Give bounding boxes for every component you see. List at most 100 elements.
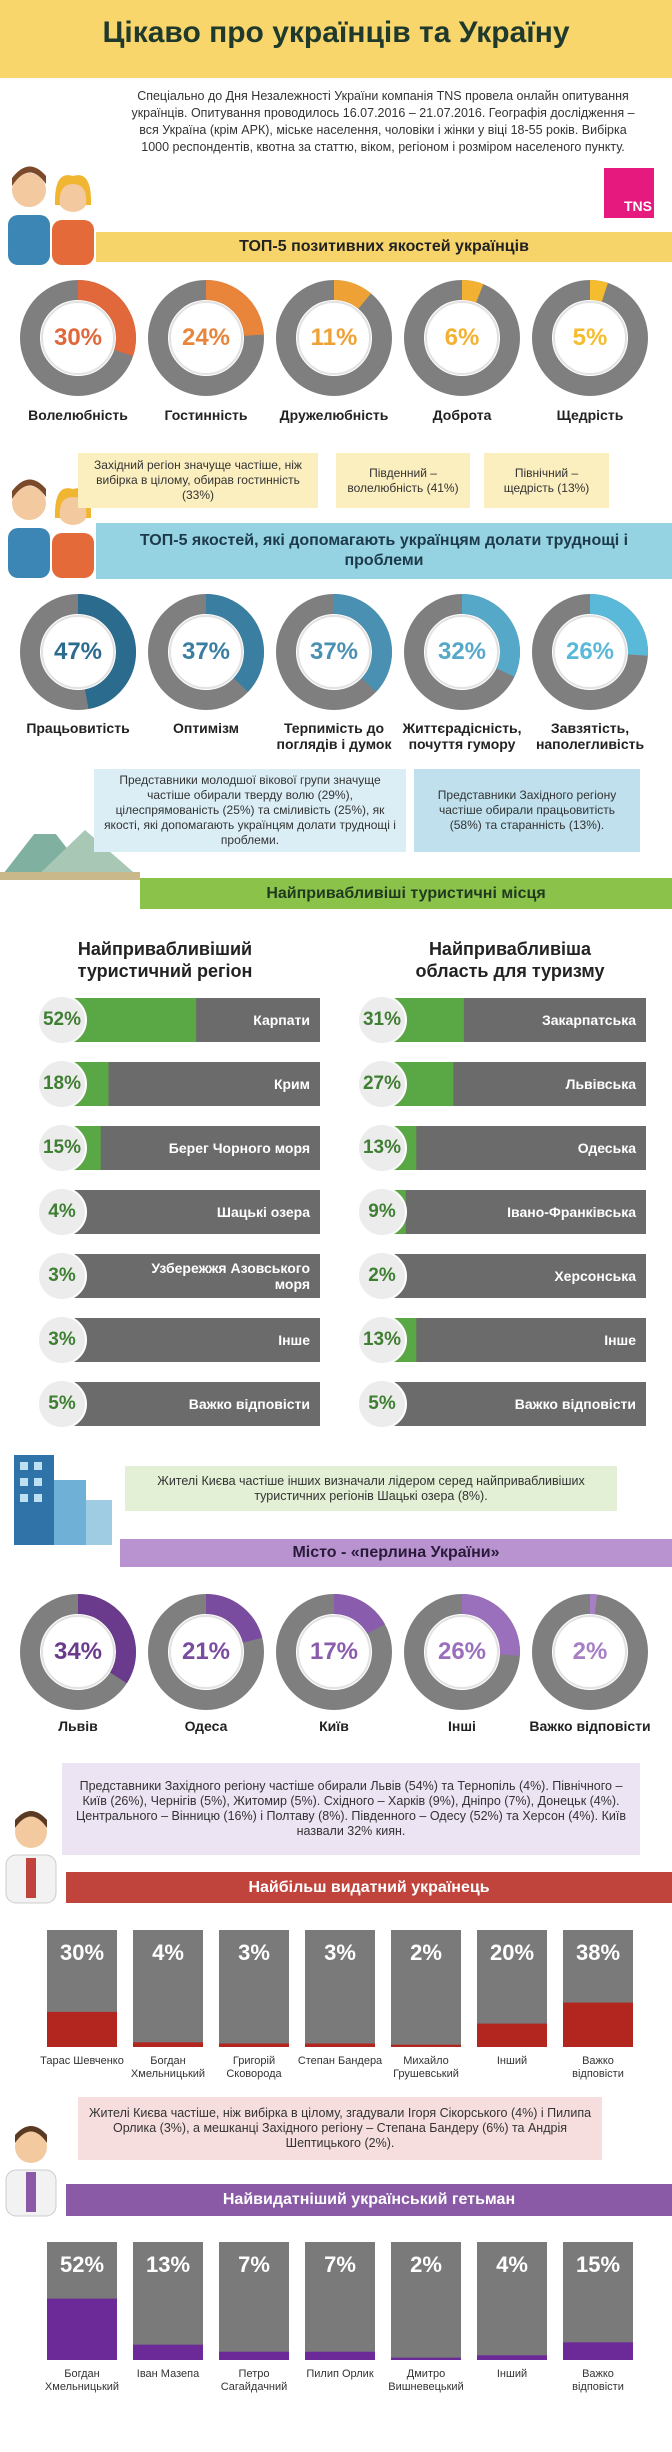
item-label: Оптимізм (172, 720, 240, 736)
column-track (563, 2242, 633, 2360)
value-label: 30% (53, 324, 103, 351)
donut-center (297, 301, 371, 375)
item-label: Завзятість, наполегливість (535, 720, 645, 752)
donut-arc (404, 1594, 520, 1710)
value-label: 13% (362, 1329, 402, 1350)
value-circle (37, 1059, 87, 1109)
value-label: 52% (59, 2252, 105, 2277)
value-circle (357, 1187, 407, 1237)
donut-arc (276, 280, 392, 396)
banner (120, 1539, 672, 1567)
bar-label: Івано-Франківська (507, 1204, 636, 1220)
column-bar (133, 2042, 203, 2047)
value-label: 2% (410, 2252, 442, 2277)
value-label: 7% (238, 2252, 270, 2277)
logo: TNS (624, 198, 652, 214)
donut-center (553, 615, 627, 689)
column-track (391, 2242, 461, 2360)
column-label: Іван Мазепа (136, 2368, 200, 2380)
donut-arc (404, 594, 520, 710)
donut-arc (148, 1594, 264, 1710)
bar-label: Важко відповісти (188, 1396, 310, 1412)
item-label: Одеса (184, 1718, 228, 1734)
value-label: 2% (368, 1265, 396, 1286)
column-bar (477, 2355, 547, 2360)
column-bar (219, 2043, 289, 2047)
banner-title: Найвидатніший український гетьман (222, 2191, 516, 2208)
donut-center (169, 1615, 243, 1689)
bar-track (382, 1190, 646, 1234)
value-circle (37, 1379, 87, 1429)
item-label: Львів (58, 1718, 98, 1734)
donut-center (553, 301, 627, 375)
bar-track (62, 1382, 320, 1426)
donut-center (169, 615, 243, 689)
note-box (484, 453, 609, 508)
value-label: 13% (145, 2252, 191, 2277)
column-label: Богдан Хмельницький (44, 2368, 120, 2393)
bar-track (62, 1318, 320, 1362)
column-bar (477, 2023, 547, 2047)
bar-label: Херсонська (554, 1268, 636, 1284)
value-circle (357, 995, 407, 1045)
value-label: 13% (362, 1137, 402, 1158)
donut-center (425, 1615, 499, 1689)
item-label: Дружелюбність (279, 407, 389, 423)
column-track (219, 1930, 289, 2047)
value-label: 3% (48, 1265, 76, 1286)
value-label: 34% (53, 1638, 103, 1665)
column-track (305, 1930, 375, 2047)
people-illustration (8, 166, 94, 265)
bar-track (62, 1254, 320, 1298)
bar-track (382, 1254, 646, 1298)
note: Представники молодшої вікової групи знач… (104, 773, 396, 847)
value-label: 32% (437, 638, 487, 665)
value-label: 30% (59, 1940, 105, 1965)
column-bar (47, 2011, 117, 2047)
bar-label: Шацькі озера (216, 1204, 310, 1220)
donut-center (41, 301, 115, 375)
item-label: Щедрість (556, 407, 624, 423)
column-bar (563, 2342, 633, 2360)
bar-label: Крим (273, 1076, 310, 1092)
value-circle (357, 1379, 407, 1429)
column-bar (305, 2043, 375, 2047)
value-label: 3% (238, 1940, 270, 1965)
column-bar (133, 2344, 203, 2360)
value-label: 21% (181, 1638, 231, 1665)
note-box (414, 769, 640, 852)
bar-track (62, 1190, 320, 1234)
note: Представники Західного регіону частіше о… (76, 1779, 626, 1838)
column-bar (391, 2357, 461, 2360)
item-label: Київ (319, 1718, 349, 1734)
note: Північний – щедрість (13%) (503, 465, 590, 495)
value-label: 27% (362, 1073, 402, 1094)
note-box (336, 453, 470, 508)
value-label: 3% (48, 1329, 76, 1350)
bar-label: Одеська (577, 1140, 636, 1156)
item-label: Волелюбність (28, 407, 128, 423)
banner (96, 523, 672, 579)
item-label: Працьовитість (26, 720, 130, 736)
column-track (133, 2242, 203, 2360)
column-label: Григорій Сковорода (226, 2055, 282, 2080)
column-label: Петро Сагайдачний (220, 2368, 288, 2393)
donut-arc (532, 594, 648, 710)
donut-center (297, 1615, 371, 1689)
donut-arc (20, 594, 136, 710)
value-label: 3% (324, 1940, 356, 1965)
bar-label: Карпати (253, 1012, 310, 1028)
value-label: 52% (42, 1009, 82, 1030)
bar-label: Львівська (565, 1076, 636, 1092)
banner (66, 1872, 672, 1903)
donut-arc (20, 280, 136, 396)
item-label: Терпимість до поглядів і думок (276, 720, 392, 752)
value-label: 4% (48, 1201, 76, 1222)
note-box (62, 1763, 640, 1855)
column-track (305, 2242, 375, 2360)
value-circle (37, 1187, 87, 1237)
item-label: Важко відповісти (529, 1718, 651, 1734)
buildings-illustration (14, 1455, 112, 1545)
